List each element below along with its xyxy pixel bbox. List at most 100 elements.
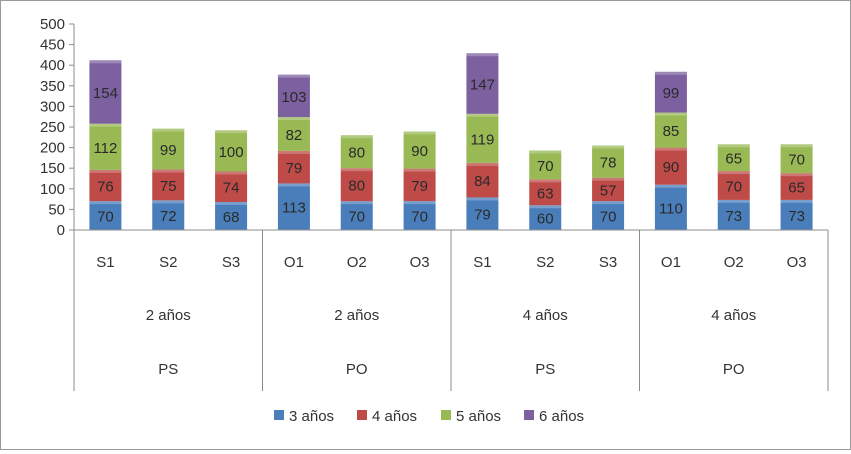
bar-segment-highlight xyxy=(466,53,499,57)
x-category-label: O3 xyxy=(787,254,807,271)
bar-segment-highlight xyxy=(277,183,310,187)
data-label: 90 xyxy=(411,143,428,160)
group-label-level-2: PS xyxy=(158,361,178,378)
bar-segment xyxy=(152,169,185,201)
legend-label: 6 años xyxy=(539,408,584,425)
bar-segment xyxy=(215,130,248,172)
bar-segment-highlight xyxy=(152,200,185,204)
bar-segment xyxy=(592,145,625,178)
bar-segment xyxy=(340,135,373,169)
y-tick-label: 100 xyxy=(40,181,65,198)
data-label: 79 xyxy=(411,178,428,195)
data-label: 99 xyxy=(160,142,177,159)
bar-segment xyxy=(654,71,687,113)
bar-segment xyxy=(592,201,625,230)
data-label: 65 xyxy=(788,180,805,197)
legend-label: 4 años xyxy=(372,408,417,425)
bar-segment-highlight xyxy=(466,162,499,166)
data-label: 113 xyxy=(282,200,306,217)
x-category-label: S1 xyxy=(96,254,114,271)
data-label: 74 xyxy=(223,180,240,197)
data-label: 82 xyxy=(286,127,303,144)
bar-segment xyxy=(89,60,122,124)
legend-swatch xyxy=(441,410,451,420)
bar-segment xyxy=(89,123,122,170)
bar-segment-highlight xyxy=(654,147,687,151)
data-label: 79 xyxy=(286,160,303,177)
x-category-label: O2 xyxy=(724,254,744,271)
data-label: 78 xyxy=(600,155,617,172)
bar-segment xyxy=(529,205,562,230)
bar-segment-highlight xyxy=(466,113,499,117)
x-category-label: O3 xyxy=(410,254,430,271)
bar-segment-highlight xyxy=(340,201,373,205)
data-label: 112 xyxy=(93,140,117,157)
data-label: 73 xyxy=(788,208,805,225)
data-label: 103 xyxy=(281,89,306,106)
data-label: 84 xyxy=(474,173,491,190)
bar-segment-highlight xyxy=(466,197,499,201)
bar-segment xyxy=(529,150,562,180)
data-label: 72 xyxy=(160,208,177,225)
bar-segment xyxy=(277,183,310,230)
group-label-level-1: 4 años xyxy=(711,307,756,324)
legend-swatch xyxy=(274,410,284,420)
bar-segment xyxy=(466,162,499,198)
bar-segment xyxy=(466,197,499,230)
bar-segment xyxy=(780,144,813,174)
bar-segment xyxy=(403,201,436,230)
data-label: 154 xyxy=(93,85,118,102)
y-tick-label: 50 xyxy=(48,201,65,218)
data-label: 70 xyxy=(725,179,742,196)
bar-segment-highlight xyxy=(340,168,373,172)
bar-segment-highlight xyxy=(403,201,436,205)
bar-segment-highlight xyxy=(89,201,122,205)
bar-segment-highlight xyxy=(780,199,813,203)
bar-segment-highlight xyxy=(717,171,750,175)
y-tick-label: 0 xyxy=(57,222,65,239)
bar-segment-highlight xyxy=(529,150,562,154)
bar-segment-highlight xyxy=(89,123,122,127)
bar-segment xyxy=(654,147,687,185)
bar-segment xyxy=(654,112,687,148)
x-category-label: O2 xyxy=(347,254,367,271)
bar-segment-highlight xyxy=(152,169,185,173)
x-category-label: S1 xyxy=(473,254,491,271)
legend-label: 3 años xyxy=(289,408,334,425)
bar-segment xyxy=(340,201,373,230)
x-category-label: S3 xyxy=(599,254,617,271)
bar-segment-highlight xyxy=(277,117,310,121)
y-tick-label: 400 xyxy=(40,57,65,74)
legend-swatch xyxy=(357,410,367,420)
x-category-label: S2 xyxy=(159,254,177,271)
bar-segment-highlight xyxy=(215,201,248,205)
group-label-level-1: 2 años xyxy=(334,307,379,324)
group-label-level-2: PS xyxy=(535,361,555,378)
data-label: 70 xyxy=(537,158,554,175)
group-label-level-2: PO xyxy=(346,361,368,378)
bar-segment xyxy=(717,171,750,200)
bar-segment xyxy=(215,201,248,230)
data-label: 80 xyxy=(348,145,365,162)
bar-segment xyxy=(277,117,310,151)
bar-segment xyxy=(403,131,436,169)
x-category-label: O1 xyxy=(661,254,681,271)
bar-segment-highlight xyxy=(529,179,562,183)
bar-segment-highlight xyxy=(717,199,750,203)
bar-segment xyxy=(717,199,750,230)
bar-segment-highlight xyxy=(403,131,436,135)
data-label: 70 xyxy=(348,209,365,226)
bar-segment xyxy=(89,201,122,230)
y-tick-label: 450 xyxy=(40,37,65,54)
bar-segment xyxy=(152,128,185,170)
x-category-label: S3 xyxy=(222,254,240,271)
data-label: 119 xyxy=(470,131,494,148)
bar-segment xyxy=(277,150,310,184)
bar-segment-highlight xyxy=(654,184,687,188)
bar-segment xyxy=(89,169,122,202)
bar-segment-highlight xyxy=(403,168,436,172)
data-label: 70 xyxy=(411,209,428,226)
bar-segment-highlight xyxy=(654,71,687,75)
bar-segment xyxy=(466,113,499,163)
